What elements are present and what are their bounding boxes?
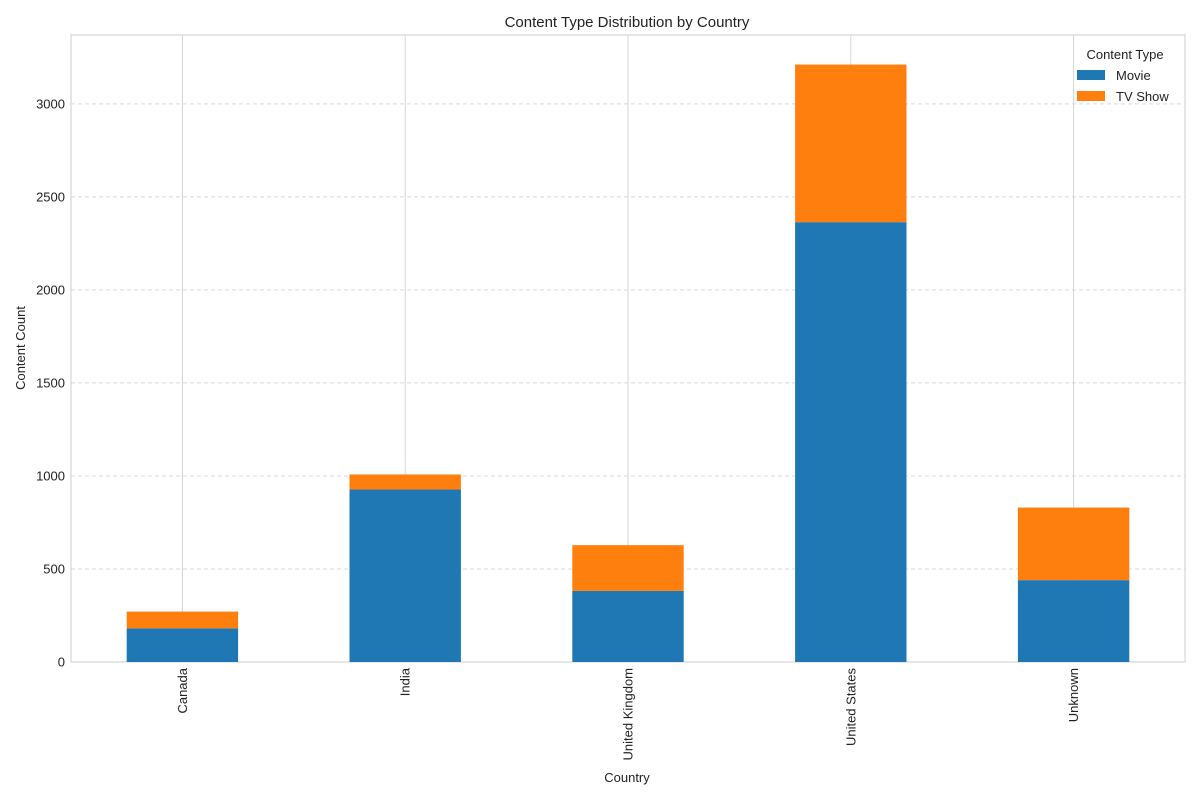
bar-tv-show-unknown <box>1017 507 1130 581</box>
y-axis-title: Content Count <box>13 306 28 390</box>
bar-tv-show-canada <box>126 611 239 629</box>
legend-label-tv-show: TV Show <box>1116 89 1169 104</box>
y-tick-label: 2500 <box>36 189 65 204</box>
bar-movie-unknown <box>1017 580 1130 662</box>
y-tick-label: 0 <box>58 655 65 670</box>
x-axis-title: Country <box>604 770 650 785</box>
x-tick-label: United Kingdom <box>621 668 636 761</box>
bar-movie-india <box>349 489 461 662</box>
bar-movie-canada <box>126 628 239 662</box>
legend-title: Content Type <box>1086 47 1163 62</box>
x-tick-label: United States <box>843 668 858 747</box>
y-tick-label: 3000 <box>36 96 65 111</box>
grid-layer <box>71 35 1185 662</box>
x-tick-label: Unknown <box>1066 668 1081 722</box>
x-tick-labels: Canada India United Kingdom United States Un… <box>175 667 1081 760</box>
bar-tv-show-united-kingdom <box>572 545 684 591</box>
legend: Content Type Movie TV Show <box>1077 47 1169 104</box>
chart-title: Content Type Distribution by Country <box>505 14 750 31</box>
y-tick-label: 500 <box>43 561 65 576</box>
legend-swatch-tv-show <box>1077 91 1105 101</box>
x-tick-label: Canada <box>175 667 190 713</box>
y-tick-label: 1000 <box>36 468 65 483</box>
legend-swatch-movie <box>1077 70 1105 80</box>
x-tick-label: India <box>398 667 413 696</box>
bar-tv-show-united-states <box>795 64 907 223</box>
y-tick-label: 1500 <box>36 375 65 390</box>
bar-movie-united-states <box>795 222 907 662</box>
y-tick-labels: 0 500 1000 1500 2000 2500 3000 <box>36 96 65 669</box>
bar-tv-show-india <box>349 474 461 490</box>
y-tick-label: 2000 <box>36 282 65 297</box>
bars-layer <box>126 64 1130 662</box>
bar-movie-united-kingdom <box>572 590 684 662</box>
legend-label-movie: Movie <box>1116 68 1151 83</box>
